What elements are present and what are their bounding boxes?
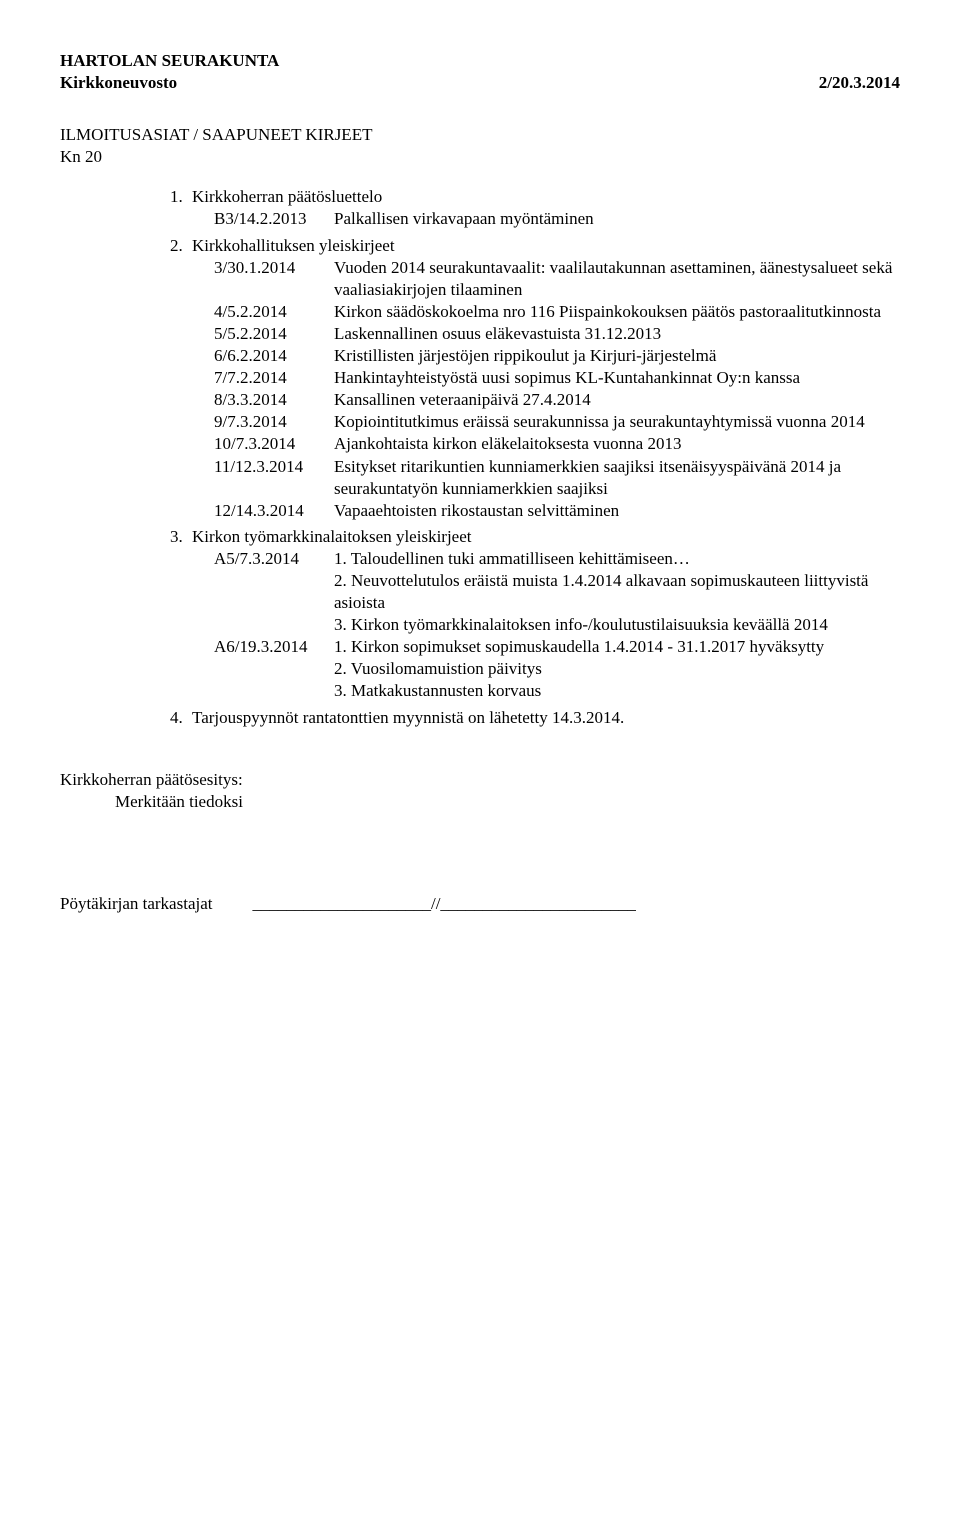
list-item: 3.Kirkon työmarkkinalaitoksen yleiskirje…	[170, 526, 900, 703]
item-sublist: A5/7.3.20141. Taloudellinen tuki ammatil…	[214, 548, 900, 703]
circular-row: 7/7.2.2014Hankintayhteistyöstä uusi sopi…	[214, 367, 900, 389]
circular-row: 12/14.3.2014Vapaaehtoisten rikostaustan …	[214, 500, 900, 522]
circular-desc: Kirkon säädöskokoelma nro 116 Piispainko…	[334, 301, 900, 323]
list-item: 1.Kirkkoherran päätösluetteloB3/14.2.201…	[170, 186, 900, 230]
circular-desc: Vapaaehtoisten rikostaustan selvittämine…	[334, 500, 900, 522]
circular-row: 2. Vuosilomamuistion päivitys	[214, 658, 900, 680]
circular-ref	[214, 680, 334, 702]
circular-ref: 7/7.2.2014	[214, 367, 334, 389]
circular-row: A6/19.3.20141. Kirkon sopimukset sopimus…	[214, 636, 900, 658]
circular-desc: Kristillisten järjestöjen rippikoulut ja…	[334, 345, 900, 367]
circular-row: 3. Kirkon työmarkkinalaitoksen info-/kou…	[214, 614, 900, 636]
item-label: Tarjouspyynnöt rantatonttien myynnistä o…	[192, 707, 900, 729]
item-number: 1.	[170, 186, 192, 230]
item-number: 2.	[170, 235, 192, 522]
circular-ref: 6/6.2.2014	[214, 345, 334, 367]
circular-ref: A6/19.3.2014	[214, 636, 334, 658]
item-label: Kirkon työmarkkinalaitoksen yleiskirjeet	[192, 526, 900, 548]
doc-ref: 2/20.3.2014	[819, 72, 900, 94]
circular-row: 11/12.3.2014Esitykset ritarikuntien kunn…	[214, 456, 900, 500]
circular-ref: 4/5.2.2014	[214, 301, 334, 323]
circular-row: 2. Neuvottelutulos eräistä muista 1.4.20…	[214, 570, 900, 614]
item-sublist: B3/14.2.2013Palkallisen virkavapaan myön…	[214, 208, 900, 230]
circular-desc: 1. Kirkon sopimukset sopimuskaudella 1.4…	[334, 636, 900, 658]
circular-desc: Ajankohtaista kirkon eläkelaitoksesta vu…	[334, 433, 900, 455]
item-number: 4.	[170, 707, 192, 729]
circular-row: 10/7.3.2014Ajankohtaista kirkon eläkelai…	[214, 433, 900, 455]
list-item: 2.Kirkkohallituksen yleiskirjeet3/30.1.2…	[170, 235, 900, 522]
circular-row: 3. Matkakustannusten korvaus	[214, 680, 900, 702]
item-body: Kirkkoherran päätösluetteloB3/14.2.2013P…	[192, 186, 900, 230]
circular-desc: Laskennallinen osuus eläkevastuista 31.1…	[334, 323, 900, 345]
signature-label: Pöytäkirjan tarkastajat	[60, 893, 212, 915]
circular-row: 3/30.1.2014Vuoden 2014 seurakuntavaalit:…	[214, 257, 900, 301]
circular-desc: 2. Vuosilomamuistion päivitys	[334, 658, 900, 680]
council-name: Kirkkoneuvosto	[60, 72, 177, 94]
circular-ref: 11/12.3.2014	[214, 456, 334, 500]
items-list: 1.Kirkkoherran päätösluetteloB3/14.2.201…	[170, 186, 900, 728]
document-header: HARTOLAN SEURAKUNTA Kirkkoneuvosto 2/20.…	[60, 50, 900, 94]
circular-ref: 8/3.3.2014	[214, 389, 334, 411]
circular-ref: 9/7.3.2014	[214, 411, 334, 433]
circular-desc: 1. Taloudellinen tuki ammatilliseen kehi…	[334, 548, 900, 570]
item-number: 3.	[170, 526, 192, 703]
item-sublist: 3/30.1.2014Vuoden 2014 seurakuntavaalit:…	[214, 257, 900, 522]
circular-desc: Hankintayhteistyöstä uusi sopimus KL-Kun…	[334, 367, 900, 389]
circular-ref: 12/14.3.2014	[214, 500, 334, 522]
circular-ref	[214, 570, 334, 614]
signature-line: _____________________//_________________…	[252, 893, 635, 915]
circular-ref: A5/7.3.2014	[214, 548, 334, 570]
circular-row: 5/5.2.2014Laskennallinen osuus eläkevast…	[214, 323, 900, 345]
proposal-heading: Kirkkoherran päätösesitys:	[60, 769, 900, 791]
item-body: Kirkon työmarkkinalaitoksen yleiskirjeet…	[192, 526, 900, 703]
item-label: Kirkkohallituksen yleiskirjeet	[192, 235, 900, 257]
circular-ref: 10/7.3.2014	[214, 433, 334, 455]
circular-ref: B3/14.2.2013	[214, 208, 334, 230]
circular-desc: 2. Neuvottelutulos eräistä muista 1.4.20…	[334, 570, 900, 614]
circular-row: 4/5.2.2014Kirkon säädöskokoelma nro 116 …	[214, 301, 900, 323]
circular-row: 9/7.3.2014Kopiointitutkimus eräissä seur…	[214, 411, 900, 433]
proposal-block: Kirkkoherran päätösesitys: Merkitään tie…	[60, 769, 900, 813]
item-body: Kirkkohallituksen yleiskirjeet3/30.1.201…	[192, 235, 900, 522]
circular-desc: Esitykset ritarikuntien kunniamerkkien s…	[334, 456, 900, 500]
circular-row: 6/6.2.2014Kristillisten järjestöjen ripp…	[214, 345, 900, 367]
section-title: ILMOITUSASIAT / SAAPUNEET KIRJEET	[60, 124, 900, 146]
circular-ref	[214, 614, 334, 636]
circular-desc: 3. Matkakustannusten korvaus	[334, 680, 900, 702]
circular-desc: Vuoden 2014 seurakuntavaalit: vaalilauta…	[334, 257, 900, 301]
section-heading: ILMOITUSASIAT / SAAPUNEET KIRJEET Kn 20	[60, 124, 900, 168]
section-kn: Kn 20	[60, 146, 900, 168]
item-body: Tarjouspyynnöt rantatonttien myynnistä o…	[192, 707, 900, 729]
circular-ref: 5/5.2.2014	[214, 323, 334, 345]
circular-desc: Palkallisen virkavapaan myöntäminen	[334, 208, 900, 230]
circular-row: 8/3.3.2014Kansallinen veteraanipäivä 27.…	[214, 389, 900, 411]
circular-desc: Kopiointitutkimus eräissä seurakunnissa …	[334, 411, 900, 433]
signature-row: Pöytäkirjan tarkastajat ________________…	[60, 893, 900, 915]
circular-desc: Kansallinen veteraanipäivä 27.4.2014	[334, 389, 900, 411]
circular-ref: 3/30.1.2014	[214, 257, 334, 301]
org-name: HARTOLAN SEURAKUNTA	[60, 50, 900, 72]
circular-row: A5/7.3.20141. Taloudellinen tuki ammatil…	[214, 548, 900, 570]
list-item: 4.Tarjouspyynnöt rantatonttien myynnistä…	[170, 707, 900, 729]
proposal-text: Merkitään tiedoksi	[115, 791, 900, 813]
circular-ref	[214, 658, 334, 680]
item-label: Kirkkoherran päätösluettelo	[192, 186, 900, 208]
circular-row: B3/14.2.2013Palkallisen virkavapaan myön…	[214, 208, 900, 230]
circular-desc: 3. Kirkon työmarkkinalaitoksen info-/kou…	[334, 614, 900, 636]
